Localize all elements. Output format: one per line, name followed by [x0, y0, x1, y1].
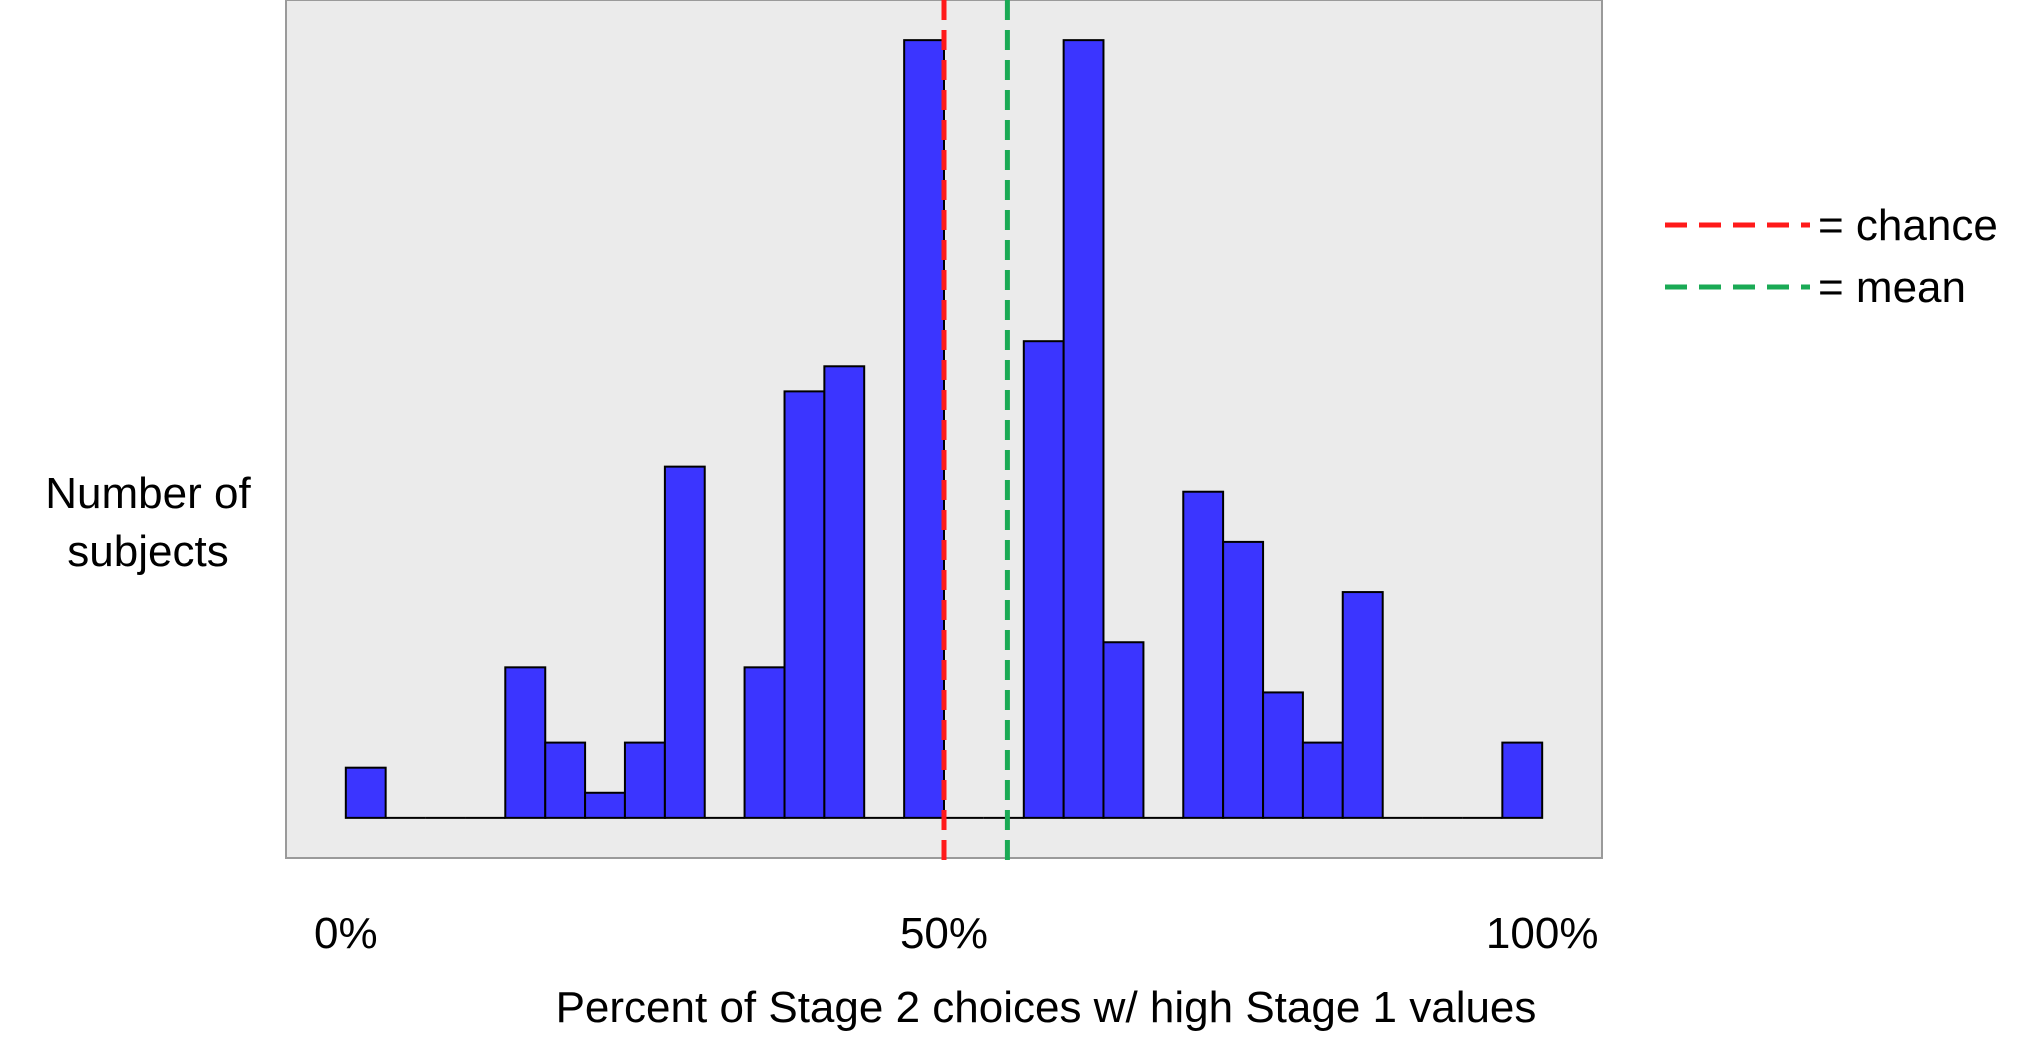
- histogram-bar: [1182, 490, 1225, 819]
- histogram-bar: [544, 741, 587, 819]
- histogram-bar: [504, 666, 547, 819]
- histogram-bar: [1222, 540, 1265, 819]
- x-tick-labels: 0% 50% 100%: [314, 909, 1598, 958]
- x-tick-label: 0%: [314, 909, 378, 958]
- histogram-bar: [903, 39, 945, 819]
- histogram-bar: [663, 465, 706, 819]
- histogram-bar: [823, 365, 866, 819]
- histogram-bar: [584, 791, 626, 819]
- histogram-bar: [1102, 641, 1145, 819]
- histogram-bar: [344, 766, 387, 819]
- histogram-bar: [1501, 741, 1544, 819]
- legend-chance-label: = chance: [1818, 201, 1998, 250]
- histogram-bar: [1341, 591, 1384, 819]
- x-tick-label: 100%: [1486, 909, 1599, 958]
- histogram-bar: [1022, 340, 1065, 819]
- y-axis-label-line-2: subjects: [67, 527, 228, 576]
- histogram-bars: [344, 39, 1544, 819]
- histogram-bar: [623, 741, 666, 819]
- y-axis-label-line-1: Number of: [45, 469, 251, 518]
- legend-mean-label: = mean: [1818, 263, 1966, 312]
- histogram-bar: [743, 666, 786, 819]
- histogram-bar: [783, 390, 826, 819]
- histogram-bar: [1262, 691, 1304, 819]
- reference-lines: [941, 0, 1010, 866]
- histogram-bar: [1062, 39, 1105, 819]
- histogram-bar: [1301, 741, 1344, 819]
- x-axis-label: Percent of Stage 2 choices w/ high Stage…: [556, 983, 1537, 1032]
- legend: = chance = mean: [1665, 201, 1998, 312]
- x-tick-label: 50%: [900, 909, 988, 958]
